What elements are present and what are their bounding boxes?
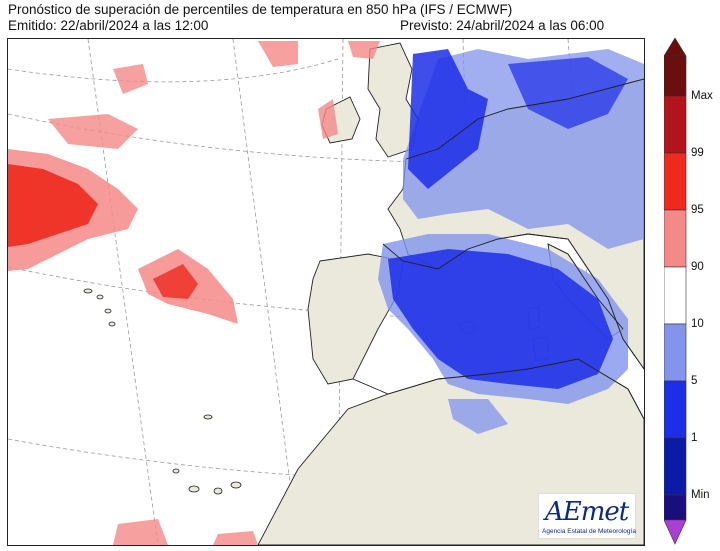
- coastlines: [352, 78, 644, 420]
- colorbar-blocks: [663, 37, 687, 545]
- cold-anomaly-areas: [378, 49, 644, 434]
- colorbar-block-min: [663, 494, 687, 521]
- warm-anomaly-areas: [8, 41, 380, 545]
- colorbar-block-max: [663, 55, 687, 97]
- colorbar-max-arrow: [663, 37, 687, 57]
- aemet-logo: AEmet Agencia Estatal de Meteorología: [538, 493, 636, 539]
- colorbar-scale: [663, 37, 687, 545]
- colorbar-label-min: Min: [691, 489, 710, 501]
- colorbar-min-arrow: [663, 519, 687, 545]
- colorbar-block-neutral: [663, 266, 687, 325]
- map-canvas: [8, 39, 644, 545]
- aemet-logo-subtitle: Agencia Estatal de Meteorología: [542, 528, 636, 535]
- colorbar-block-90: [663, 209, 687, 268]
- colorbar-block-1: [663, 437, 687, 496]
- atlantic-islands: [83, 288, 242, 495]
- map-title: Pronóstico de superación de percentiles …: [8, 2, 513, 17]
- colorbar-label-5: 5: [691, 375, 698, 387]
- colorbar-block-95: [663, 152, 687, 211]
- aemet-logo-text: AEmet: [545, 497, 629, 527]
- colorbar-label-90: 90: [691, 261, 704, 273]
- colorbar-block-10: [663, 323, 687, 382]
- map-header: Pronóstico de superación de percentiles …: [8, 2, 658, 34]
- colorbar-label-max: Max: [691, 90, 713, 102]
- colorbar-label-10: 10: [691, 318, 704, 330]
- colorbar-block-5: [663, 380, 687, 439]
- colorbar-label-99: 99: [691, 147, 704, 159]
- issued-time: Emitido: 22/abril/2024 a las 12:00: [8, 18, 209, 33]
- valid-time: Previsto: 24/abril/2024 a las 06:00: [400, 18, 605, 33]
- forecast-map: AEmet Agencia Estatal de Meteorología: [7, 38, 645, 546]
- colorbar-label-1: 1: [691, 432, 698, 444]
- colorbar-label-95: 95: [691, 204, 704, 216]
- colorbar-block-99: [663, 95, 687, 154]
- percentile-colorbar: Max 99 95 90 10 5 1 Min: [663, 37, 720, 546]
